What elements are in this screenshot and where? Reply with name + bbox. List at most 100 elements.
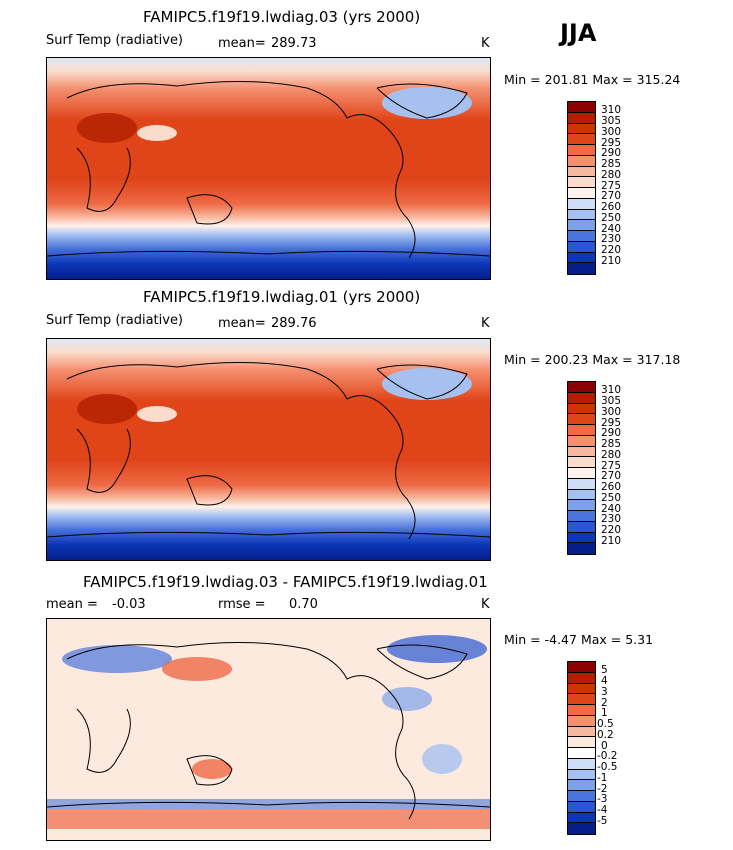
- panel3-max-value: 5.31: [625, 632, 654, 647]
- panel1-colorbar-label: 295: [601, 137, 622, 149]
- panel1-units: K: [481, 36, 490, 51]
- panel1-colorbar-label: 280: [601, 169, 622, 181]
- panel3-colorbar-label: 3: [601, 686, 608, 698]
- panel3-units: K: [481, 597, 490, 612]
- panel3-colorbar-swatch: [568, 726, 595, 738]
- panel1-colorbar-label: 210: [601, 255, 622, 267]
- panel1-colorbar-label: 275: [601, 180, 622, 192]
- panel1-colorbar-swatch: [568, 123, 595, 135]
- panel1-colorbar-swatch: [568, 166, 595, 178]
- panel3-mean-value: -0.03: [112, 597, 146, 612]
- panel1-map: [46, 57, 491, 280]
- panel1-colorbar-label: 250: [601, 212, 622, 224]
- panel2-map: [46, 338, 491, 561]
- panel3-rmse-label: rmse =: [218, 597, 266, 612]
- panel3-colorbar-label: -3: [597, 793, 608, 805]
- panel1-colorbar-label: 285: [601, 158, 622, 170]
- panel3-map-svg: [47, 619, 490, 840]
- panel2-colorbar-label: 305: [601, 395, 622, 407]
- panel1-min-label: Min =: [504, 72, 541, 87]
- panel3-coastlines: [47, 641, 490, 820]
- panel3-colorbar-label: 5: [601, 664, 608, 676]
- panel2-colorbar-swatch: [568, 403, 595, 415]
- panel3-arctic-cold: [387, 635, 487, 663]
- panel2-colorbar-swatch: [568, 478, 595, 490]
- panel3-southern-ocean-cold: [47, 799, 490, 809]
- panel2-title: FAMIPC5.f19f19.lwdiag.01 (yrs 2000): [143, 288, 421, 306]
- panel2-colorbar-label: 220: [601, 524, 622, 536]
- panel3-colorbar-swatch: [568, 737, 595, 748]
- panel1-tibet-cool: [137, 125, 177, 141]
- panel2-max-label: Max =: [592, 352, 633, 367]
- panel3-colorbar-label: 0.5: [597, 718, 614, 730]
- panel3-colorbar-label: -0.5: [597, 761, 618, 773]
- panel2-colorbar-label: 230: [601, 513, 622, 525]
- panel2-colorbar-swatch: [568, 500, 595, 511]
- panel3-map: [46, 618, 491, 841]
- panel1-colorbar-swatch: [568, 177, 595, 188]
- panel2-coastlines: [47, 361, 490, 540]
- panel1-colorbar-swatch: [568, 209, 595, 221]
- panel3-colorbar-label: -1: [597, 772, 608, 784]
- panel2-colorbar-label: 240: [601, 503, 622, 515]
- panel1-colorbar-swatch: [568, 241, 595, 253]
- panel1-mean-value: 289.73: [271, 36, 317, 51]
- panel1-colorbar-label: 270: [601, 190, 622, 202]
- panel3-colorbar-label: -5: [597, 815, 608, 827]
- panel2-colorbar-swatch: [568, 532, 595, 544]
- panel3-colorbar-swatch: [568, 748, 595, 759]
- panel3-colorbar-swatch: [568, 683, 595, 695]
- panel1-colorbar-swatch: [568, 220, 595, 231]
- panel2-mean-value: 289.76: [271, 316, 317, 331]
- panel1-mean-label: mean=: [218, 36, 266, 51]
- panel2-colorbar-swatch: [568, 457, 595, 468]
- panel3-colorbar-swatch: [568, 769, 595, 781]
- panel2-min-label: Min =: [504, 352, 541, 367]
- panel3-mean-label: mean =: [46, 597, 98, 612]
- panel1-colorbar-label: 240: [601, 223, 622, 235]
- panel2-map-svg: [47, 339, 490, 560]
- panel1-coastlines: [47, 80, 490, 259]
- panel3-colorbar-label: 0.2: [597, 729, 614, 741]
- panel3-rmse-value: 0.70: [289, 597, 318, 612]
- panel1-colorbar-label: 220: [601, 244, 622, 256]
- panel2-colorbar-swatch: [568, 435, 595, 447]
- panel3-colorbar-swatch: [568, 672, 595, 684]
- panel2-units: K: [481, 316, 490, 331]
- panel2-colorbar-label: 290: [601, 427, 622, 439]
- panel3-samerica-cool: [422, 744, 462, 774]
- panel3-minmax: Min = -4.47 Max = 5.31: [504, 632, 653, 647]
- panel1-colorbar-label: 290: [601, 147, 622, 159]
- panel3-colorbar-swatch: [568, 662, 595, 673]
- panel2-colorbar-label: 295: [601, 417, 622, 429]
- panel2-colorbar-label: 285: [601, 438, 622, 450]
- panel2-minmax: Min = 200.23 Max = 317.18: [504, 352, 680, 367]
- panel3-asia-warm: [162, 657, 232, 681]
- panel1-colorbar-swatch: [568, 188, 595, 199]
- panel2-colorbar-swatch: [568, 425, 595, 436]
- panel3-min-label: Min =: [504, 632, 541, 647]
- panel2-colorbar-swatch: [568, 392, 595, 404]
- panel1-colorbar-swatch: [568, 252, 595, 264]
- panel3-antarctic-warm: [47, 809, 490, 829]
- panel1-colorbar-swatch: [568, 231, 595, 242]
- panel2-sahara-hot: [77, 394, 137, 424]
- panel3-colorbar-label: 1: [601, 707, 608, 719]
- panel3-eurasia-cold: [62, 645, 172, 673]
- panel1-colorbar-label: 300: [601, 126, 622, 138]
- panel3-colorbar-swatch: [568, 812, 595, 824]
- panel3-colorbar-label: 0: [601, 740, 608, 752]
- panel1-colorbar-swatch: [568, 145, 595, 156]
- panel2-colorbar-swatch: [568, 489, 595, 501]
- panel3-colorbar-swatch: [568, 694, 595, 705]
- panel2-colorbar-swatch: [568, 382, 595, 393]
- panel2-variable: Surf Temp (radiative): [46, 313, 184, 328]
- panel3-colorbar-swatch: [568, 715, 595, 727]
- panel2-colorbar-label: 210: [601, 535, 622, 547]
- panel1-colorbar-label: 230: [601, 233, 622, 245]
- panel1-title: FAMIPC5.f19f19.lwdiag.03 (yrs 2000): [143, 8, 421, 26]
- panel2-colorbar-label: 270: [601, 470, 622, 482]
- panel3-colorbar-swatch: [568, 758, 595, 770]
- panel2-colorbar-label: 300: [601, 406, 622, 418]
- panel2-colorbar-label: 250: [601, 492, 622, 504]
